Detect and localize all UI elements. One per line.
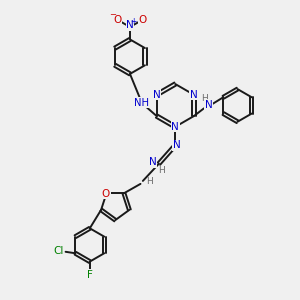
Text: H: H bbox=[158, 166, 165, 175]
Text: +: + bbox=[131, 17, 137, 26]
Text: N: N bbox=[190, 90, 198, 100]
Text: −: − bbox=[109, 11, 116, 20]
Text: Cl: Cl bbox=[54, 246, 64, 256]
Text: H: H bbox=[147, 177, 153, 186]
Text: H: H bbox=[201, 94, 208, 103]
Text: N: N bbox=[205, 100, 212, 110]
Text: O: O bbox=[113, 15, 122, 26]
Text: N: N bbox=[171, 122, 179, 132]
Text: O: O bbox=[102, 189, 110, 199]
Text: N: N bbox=[148, 157, 156, 167]
Text: N: N bbox=[126, 20, 134, 31]
Text: N: N bbox=[153, 90, 160, 100]
Text: F: F bbox=[87, 270, 93, 280]
Text: NH: NH bbox=[134, 98, 149, 108]
Text: N: N bbox=[173, 140, 181, 150]
Text: O: O bbox=[138, 15, 147, 26]
